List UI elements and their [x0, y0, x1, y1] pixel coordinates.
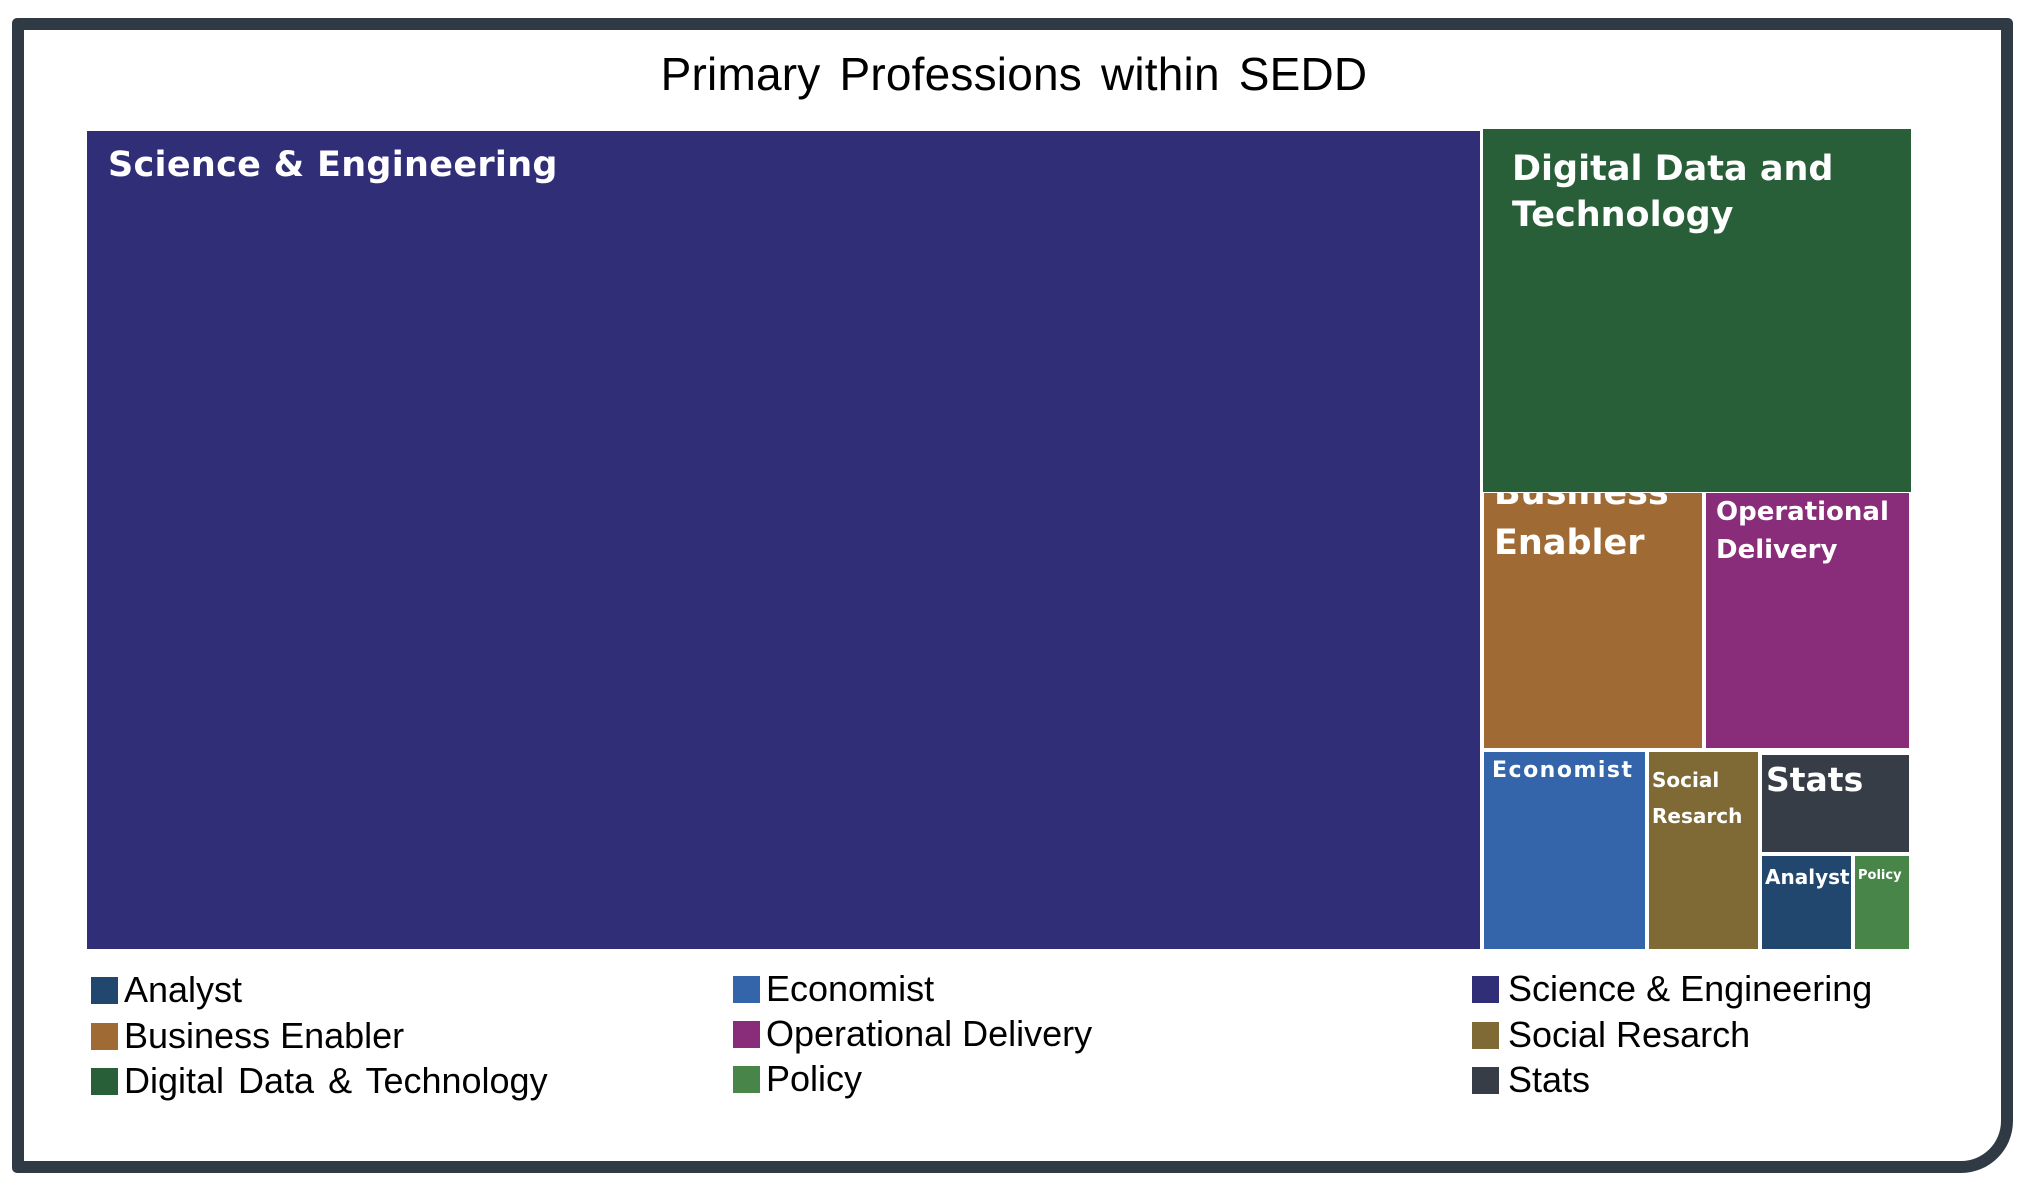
- tile-label: Economist: [1492, 758, 1634, 783]
- tile-digital-data-technology[interactable]: Digital Data and Technology: [1483, 129, 1911, 492]
- tile-analyst[interactable]: Analyst: [1762, 856, 1851, 949]
- tile-policy[interactable]: Policy: [1855, 856, 1909, 949]
- legend-item-economist[interactable]: Economist: [733, 971, 934, 1007]
- legend-label: Social Resarch: [1508, 1014, 1751, 1055]
- tile-label: Stats: [1766, 760, 1864, 799]
- legend-label: Policy: [766, 1058, 863, 1099]
- tile-economist[interactable]: Economist: [1484, 752, 1645, 949]
- tile-label: Analyst: [1765, 865, 1850, 889]
- legend-item-operational-delivery[interactable]: Operational Delivery: [733, 1016, 1092, 1052]
- legend-swatch: [733, 1065, 760, 1093]
- legend-swatch: [91, 1067, 118, 1095]
- legend-swatch: [733, 975, 760, 1003]
- legend-label: Business Enabler: [124, 1015, 405, 1056]
- tile-label: Social Resarch: [1652, 768, 1743, 828]
- legend-item-business-enabler[interactable]: Business Enabler: [91, 1018, 404, 1054]
- legend-item-social-resarch[interactable]: Social Resarch: [1472, 1017, 1750, 1053]
- legend-label: Analyst: [124, 969, 243, 1010]
- legend-item-stats[interactable]: Stats: [1472, 1062, 1590, 1098]
- tile-label: Policy: [1858, 868, 1902, 883]
- tile-label: Science & Engineering: [108, 145, 558, 185]
- tile-label: Digital Data and Technology: [1512, 149, 1834, 235]
- legend-label: Digital Data & Technology: [124, 1060, 548, 1101]
- tile-label: Business Enabler: [1494, 493, 1669, 563]
- tile-social-resarch[interactable]: Social Resarch: [1649, 752, 1758, 949]
- tile-stats[interactable]: Stats: [1762, 755, 1909, 852]
- legend-item-analyst[interactable]: Analyst: [91, 972, 242, 1008]
- tile-business-enabler[interactable]: Business Enabler: [1484, 493, 1702, 748]
- legend-swatch: [733, 1020, 760, 1048]
- legend-label: Economist: [766, 968, 935, 1009]
- legend-swatch: [1472, 1066, 1499, 1094]
- legend-swatch: [91, 976, 118, 1004]
- legend-swatch: [1472, 1021, 1499, 1049]
- tile-science-engineering[interactable]: Science & Engineering: [87, 131, 1480, 949]
- tile-operational-delivery[interactable]: Operational Delivery: [1706, 493, 1909, 748]
- legend-swatch: [91, 1022, 118, 1050]
- legend-label: Stats: [1508, 1059, 1591, 1100]
- legend-item-science-engineering[interactable]: Science & Engineering: [1472, 971, 1872, 1007]
- legend-label: Operational Delivery: [766, 1013, 1093, 1054]
- chart-title: Primary Professions within SEDD: [660, 48, 1368, 100]
- tile-label: Operational Delivery: [1716, 497, 1889, 565]
- legend-swatch: [1472, 975, 1499, 1003]
- legend-label: Science & Engineering: [1508, 968, 1873, 1009]
- legend-item-digital-data-technology[interactable]: Digital Data & Technology: [91, 1063, 548, 1099]
- legend-item-policy[interactable]: Policy: [733, 1061, 862, 1097]
